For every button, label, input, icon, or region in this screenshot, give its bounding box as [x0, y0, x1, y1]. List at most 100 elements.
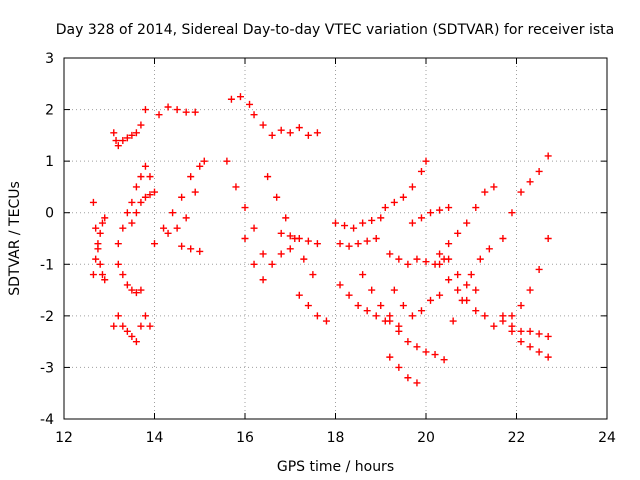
data-point-arc-29-3 — [463, 281, 471, 289]
series-arc-6 — [110, 312, 154, 346]
data-point-arc-19-5 — [377, 214, 385, 222]
data-point-arc-34-3 — [526, 327, 534, 335]
data-point-arc-4-4 — [132, 183, 140, 191]
data-point-arc-20-1 — [345, 242, 353, 250]
data-point-arc-25-1 — [395, 327, 403, 335]
data-point-arc-2-2 — [94, 240, 102, 248]
data-point-arc-17-1 — [286, 232, 294, 240]
data-point-arc-16-4 — [300, 255, 308, 263]
data-point-arc-2-4 — [98, 219, 106, 227]
data-point-arc-4-0 — [114, 240, 122, 248]
data-point-arc-6-4 — [128, 332, 136, 340]
data-point-arc-22-1 — [368, 286, 376, 294]
data-point-arc-1-0 — [89, 198, 97, 206]
grid-lines — [64, 58, 607, 419]
data-point-arc-12-0 — [227, 95, 235, 103]
data-point-arc-25-0 — [386, 317, 394, 325]
data-point-arc-5-2 — [123, 281, 131, 289]
data-point-arc-23-1 — [390, 198, 398, 206]
y-tick-label-3: 3 — [45, 51, 54, 67]
data-point-arc-7-0 — [128, 219, 136, 227]
data-point-arc-3-0 — [110, 129, 118, 137]
data-point-arc-17-3 — [304, 237, 312, 245]
data-point-arc-24-3 — [413, 255, 421, 263]
data-point-arc-33-4 — [535, 167, 543, 175]
data-point-arc-14-5 — [286, 245, 294, 253]
data-point-arc-1-1 — [92, 224, 100, 232]
data-point-arc-10-4 — [200, 157, 208, 165]
data-point-arc-4-5 — [137, 173, 145, 181]
data-point-arc-9-4 — [187, 173, 195, 181]
data-point-arc-25-4 — [422, 348, 430, 356]
data-point-arc-29-1 — [445, 255, 453, 263]
data-point-arc-13-0 — [223, 157, 231, 165]
data-point-arc-33-0 — [499, 235, 507, 242]
data-point-arc-25-6 — [440, 356, 448, 364]
series-arc-15 — [268, 124, 321, 139]
data-point-arc-16-0 — [264, 173, 272, 181]
data-point-arc-5-5 — [137, 286, 145, 294]
data-point-arc-3-2 — [114, 142, 122, 150]
data-point-arc-33-1 — [508, 209, 516, 217]
data-point-arc-32-4 — [445, 204, 453, 212]
data-point-arc-30-4 — [481, 312, 489, 320]
series-arc-11 — [178, 242, 204, 255]
data-point-arc-8-0 — [155, 111, 163, 119]
data-point-arc-6-1 — [114, 312, 122, 320]
data-point-arc-19-0 — [332, 219, 339, 227]
data-point-arc-23-0 — [381, 204, 389, 212]
data-point-arc-7-4 — [146, 191, 154, 199]
data-point-arc-29-0 — [436, 260, 444, 268]
data-point-arc-8-2 — [173, 106, 181, 114]
data-point-arc-6-2 — [119, 322, 127, 330]
y-tick-label-0: 0 — [45, 206, 54, 222]
series-arc-12 — [227, 93, 267, 129]
series-arc-20 — [336, 235, 380, 250]
series-arc-36 — [508, 235, 552, 320]
data-point-arc-9-3 — [178, 193, 186, 201]
data-point-arc-27-3 — [413, 379, 421, 387]
data-point-arc-15-0 — [268, 131, 276, 139]
data-point-arc-9-1 — [160, 224, 168, 232]
data-point-arc-25-5 — [431, 351, 439, 359]
series-arc-23 — [381, 157, 430, 212]
data-point-arc-3-7 — [137, 121, 145, 129]
data-point-arc-23-2 — [399, 193, 407, 201]
series-arc-30 — [445, 276, 498, 330]
series-arc-3 — [110, 106, 149, 150]
series-arc-13 — [223, 157, 267, 258]
y-tick-label-2: 2 — [45, 103, 54, 119]
data-point-arc-35-3 — [526, 343, 534, 351]
data-point-arc-24-0 — [386, 250, 394, 258]
data-point-arc-2-5 — [101, 214, 109, 222]
data-point-arc-12-1 — [236, 93, 244, 101]
data-point-arc-10-3 — [191, 188, 199, 196]
data-point-arc-29-2 — [454, 271, 462, 279]
data-point-arc-7-2 — [137, 198, 145, 206]
data-point-arc-32-2 — [427, 209, 435, 217]
data-point-arc-26-3 — [417, 307, 425, 315]
data-point-arc-23-3 — [408, 183, 416, 191]
series-arc-10 — [164, 157, 208, 237]
data-point-arc-1-3 — [96, 260, 104, 268]
data-point-arc-14-2 — [259, 276, 267, 284]
data-point-arc-19-3 — [359, 219, 367, 227]
x-tick-label-22: 22 — [508, 430, 526, 446]
data-point-arc-27-1 — [395, 363, 403, 371]
data-point-arc-15-4 — [304, 131, 312, 139]
data-point-arc-33-2 — [517, 188, 525, 196]
data-point-arc-14-3 — [268, 260, 276, 268]
data-points — [89, 93, 552, 387]
data-point-arc-36-1 — [517, 302, 525, 310]
data-point-arc-18-3 — [322, 317, 330, 325]
series-arc-28 — [436, 183, 498, 258]
data-point-arc-4-6 — [141, 162, 149, 170]
data-point-arc-36-4 — [544, 235, 552, 242]
data-point-arc-3-3 — [119, 137, 127, 145]
x-tick-label-16: 16 — [236, 430, 254, 446]
series-arc-21 — [336, 281, 389, 325]
data-point-arc-36-3 — [535, 265, 543, 273]
data-point-arc-27-2 — [404, 374, 412, 382]
data-point-arc-8-3 — [182, 108, 190, 116]
series-arc-4 — [114, 162, 158, 248]
